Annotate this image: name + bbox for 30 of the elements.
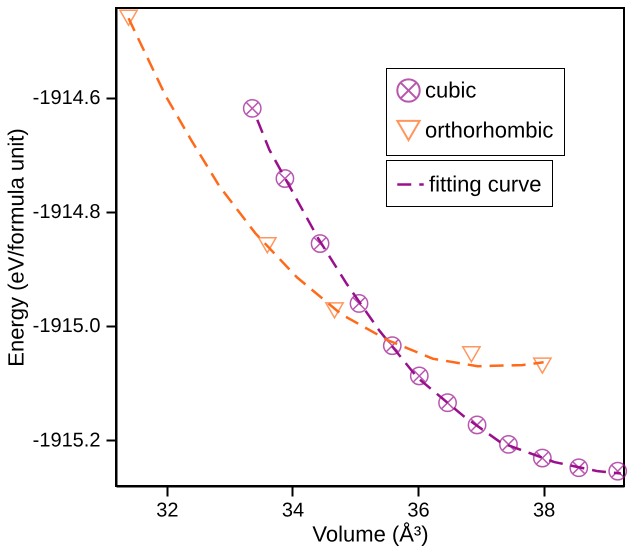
- x-tick-label: 38: [533, 500, 556, 522]
- y-tick-label: -1914.8: [32, 201, 100, 224]
- point: [382, 336, 402, 356]
- point: [350, 294, 368, 313]
- point: [258, 237, 277, 254]
- point: [276, 169, 294, 188]
- x-axis-title: Volume (Å³): [312, 522, 429, 546]
- y-axis-title: Energy (eV/formula unit): [4, 128, 29, 367]
- point: [438, 393, 457, 412]
- y-tick-label: -1914.6: [32, 87, 100, 110]
- point: [462, 346, 481, 362]
- legend-label: orthorhombic: [425, 118, 554, 142]
- point: [608, 462, 628, 481]
- x-tick-label: 34: [282, 500, 304, 522]
- point: [242, 98, 262, 118]
- y-tick-label: -1915.0: [32, 315, 100, 338]
- point: [310, 234, 330, 253]
- legend-label: fitting curve: [429, 172, 542, 196]
- point: [325, 302, 344, 319]
- x-tick-label: 36: [407, 500, 430, 522]
- point: [119, 9, 138, 26]
- point: [569, 458, 588, 478]
- point: [532, 448, 552, 468]
- x-tick-label: 32: [156, 500, 178, 522]
- point: [532, 357, 552, 374]
- point: [468, 416, 486, 434]
- point: [410, 366, 429, 386]
- point: [499, 434, 518, 454]
- legend-label: cubic: [425, 78, 476, 102]
- y-tick-label: -1915.2: [32, 429, 100, 452]
